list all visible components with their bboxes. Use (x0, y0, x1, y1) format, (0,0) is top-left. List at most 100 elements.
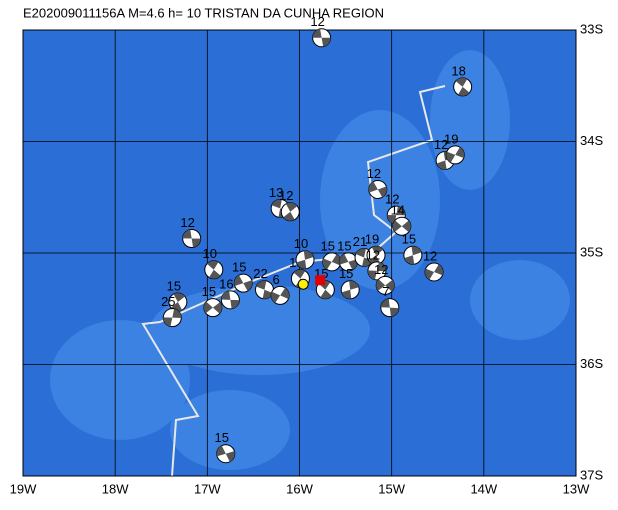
compression-quadrant (293, 269, 306, 279)
beachball (254, 280, 274, 300)
depth-label: 14 (391, 203, 405, 218)
lat-label: 37S (580, 467, 603, 482)
lon-label: 13W (563, 481, 590, 496)
compression-quadrant (172, 308, 182, 318)
beachball (375, 275, 395, 295)
compression-quadrant (404, 255, 415, 265)
compression-quadrant (283, 211, 295, 221)
beachball (338, 252, 358, 272)
beachball (367, 261, 387, 281)
beachball (280, 202, 300, 222)
beachball (403, 245, 423, 265)
compression-quadrant (182, 229, 192, 239)
compression-quadrant (396, 206, 406, 216)
depth-label: 15 (321, 238, 335, 253)
compression-quadrant (376, 262, 386, 272)
beachball (168, 292, 188, 312)
compression-quadrant (411, 246, 422, 256)
compression-quadrant (455, 77, 468, 87)
compression-quadrant (331, 254, 341, 266)
compression-quadrant (163, 317, 173, 327)
beachball (312, 28, 332, 48)
lon-label: 19W (10, 481, 37, 496)
compression-quadrant (320, 289, 332, 299)
depth-label: 15 (337, 238, 351, 253)
compression-quadrant (377, 186, 387, 198)
lon-label: 17W (194, 481, 221, 496)
beachball (182, 229, 202, 249)
depth-label: 15 (215, 430, 229, 445)
compression-quadrant (367, 270, 377, 280)
depth-label: 19 (365, 232, 379, 247)
beachball (453, 77, 473, 97)
lat-label: 33S (580, 21, 603, 36)
depth-label: 12 (374, 262, 388, 277)
compression-quadrant (339, 253, 349, 265)
beachball (392, 216, 412, 236)
compression-quadrant (368, 181, 378, 193)
depth-label: 15 (232, 260, 246, 275)
beachball (270, 285, 290, 305)
compression-quadrant (321, 37, 331, 47)
compression-quadrant (212, 302, 222, 314)
compression-quadrant (206, 260, 219, 270)
compression-quadrant (322, 258, 332, 270)
compression-quadrant (401, 220, 411, 233)
compression-quadrant (225, 451, 235, 462)
depth-label: 12 (367, 166, 381, 181)
compression-quadrant (243, 280, 253, 292)
compression-quadrant (348, 259, 358, 270)
lat-label: 36S (580, 356, 603, 371)
compression-quadrant (271, 291, 281, 303)
depth-label: 15 (339, 266, 353, 281)
compression-quadrant (434, 264, 444, 276)
compression-quadrant (376, 279, 386, 291)
compression-quadrant (191, 238, 201, 248)
compression-quadrant (256, 280, 267, 290)
beachball (203, 298, 223, 318)
main-event-mechanism (315, 275, 326, 286)
depth-label: 10 (294, 236, 308, 251)
compression-quadrant (371, 246, 384, 256)
compression-quadrant (280, 287, 290, 299)
lat-label: 34S (580, 133, 603, 148)
beachball (445, 145, 465, 165)
compression-quadrant (173, 293, 185, 303)
depth-label: 19 (444, 131, 458, 146)
compression-quadrant (385, 279, 395, 292)
compression-quadrant (230, 299, 240, 309)
beachball (322, 252, 342, 272)
lon-label: 15W (378, 481, 405, 496)
grid (22, 29, 577, 477)
lon-label: 14W (470, 481, 497, 496)
events: 1218121912131212141210151215221525151615… (161, 14, 473, 464)
beachball (315, 280, 335, 300)
compression-quadrant (262, 289, 273, 299)
lat-label: 35S (580, 244, 603, 259)
compression-quadrant (216, 445, 226, 457)
depth-label: 12 (279, 188, 293, 203)
depth-label: 12 (180, 215, 194, 230)
depth-label: 15 (167, 278, 181, 293)
compression-quadrant (455, 147, 465, 159)
compression-quadrant (303, 250, 314, 260)
depth-label: 22 (253, 266, 267, 281)
compression-quadrant (392, 220, 402, 232)
bathymetry (50, 50, 570, 470)
depth-label: 12 (310, 14, 324, 29)
beachball (162, 308, 182, 328)
depth-label: 7 (382, 284, 389, 299)
compression-quadrant (355, 248, 366, 258)
compression-quadrant (380, 298, 390, 308)
compression-quadrant (458, 86, 470, 96)
depth-label: 15 (202, 284, 216, 299)
depth-label: 18 (451, 63, 465, 78)
beachball (368, 179, 388, 199)
depth-label: 21 (353, 234, 367, 249)
compression-quadrant (425, 268, 435, 280)
beachball (380, 298, 400, 318)
map-title: E202009011156A M=4.6 h= 10 TRISTAN DA CU… (23, 5, 384, 20)
compression-quadrant (209, 269, 221, 279)
compression-quadrant (221, 290, 231, 300)
